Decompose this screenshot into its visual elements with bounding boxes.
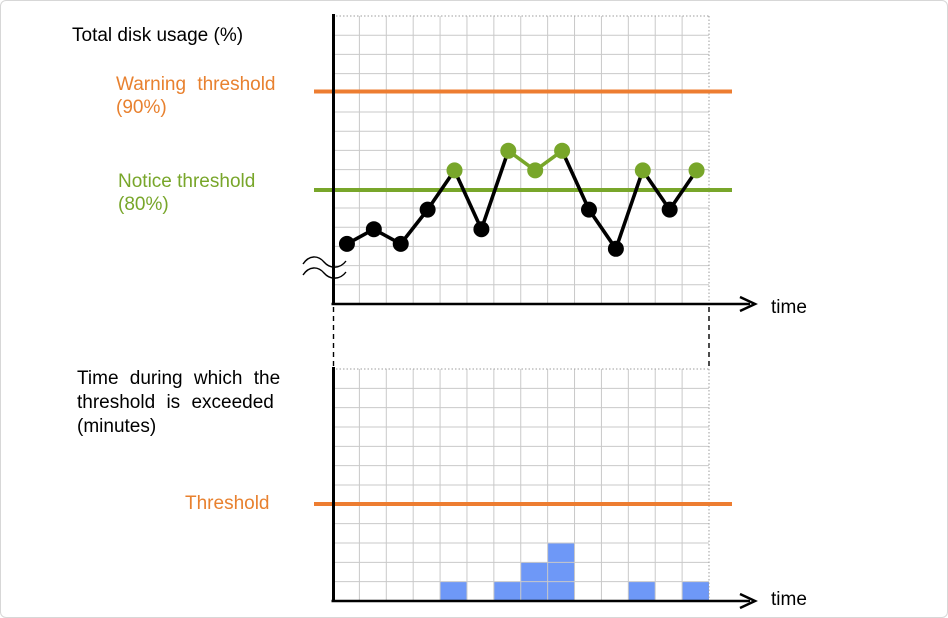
usage-line-segment — [614, 169, 645, 250]
top-x-axis-arrowhead — [739, 295, 758, 313]
usage-line-segment — [479, 150, 511, 230]
usage-data-point — [419, 201, 436, 218]
usage-data-point — [527, 162, 544, 179]
top-chart-title: Total disk usage (%) — [72, 25, 244, 46]
usage-data-point — [446, 162, 463, 179]
usage-data-point — [634, 162, 651, 179]
warning-threshold-label-line2: (90%) — [116, 97, 167, 118]
exceeded-time-bar — [628, 581, 656, 601]
exceeded-time-bar — [547, 543, 575, 601]
usage-line-segment — [452, 169, 484, 230]
axis-break-icon — [302, 256, 347, 268]
bottom-threshold-label: Threshold — [185, 493, 270, 514]
usage-data-point — [688, 162, 705, 179]
notice-threshold-label: Notice threshold (80%) — [118, 170, 255, 216]
usage-line-segment — [560, 150, 591, 211]
bottom-x-axis-arrowhead — [739, 592, 758, 610]
usage-data-point — [607, 240, 624, 257]
usage-data-point — [365, 221, 382, 238]
usage-data-point — [580, 201, 597, 218]
top-time-axis-label: time — [771, 297, 807, 318]
usage-data-point — [661, 201, 678, 218]
usage-data-point — [473, 221, 490, 238]
exceeded-time-bar — [493, 581, 521, 601]
bottom-chart-title-line1: Time during which the — [77, 368, 281, 389]
bottom-chart-title-line2: threshold is exceeded — [77, 392, 274, 413]
warning-threshold-label: Warning threshold (90%) — [116, 73, 275, 119]
exceeded-time-bar — [682, 581, 709, 601]
bottom-chart-title: Time during which the threshold is excee… — [77, 367, 280, 439]
usage-data-point — [338, 235, 355, 252]
exceeded-time-bar — [440, 581, 467, 601]
usage-data-point — [554, 142, 571, 159]
usage-data-point — [500, 142, 517, 159]
warning-threshold-label-line1: Warning threshold — [116, 74, 276, 95]
usage-data-point — [392, 235, 409, 252]
axis-break-icon — [302, 267, 347, 279]
notice-threshold-label-line1: Notice threshold — [118, 171, 256, 192]
notice-threshold-label-line2: (80%) — [118, 194, 169, 215]
bottom-time-axis-label: time — [771, 589, 807, 610]
bottom-chart-title-line3: (minutes) — [77, 416, 157, 437]
